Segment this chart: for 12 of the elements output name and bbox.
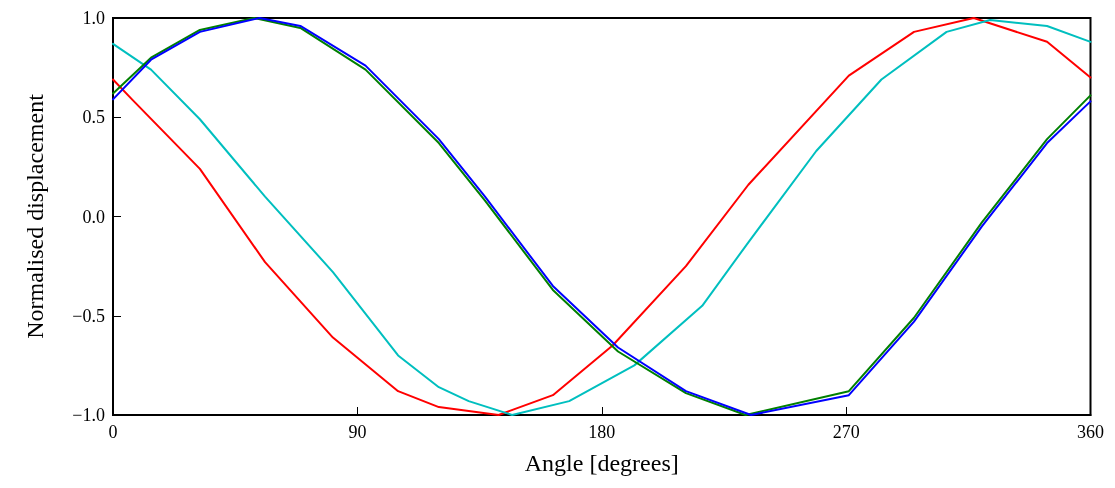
x-tick-label: 270 <box>832 422 860 442</box>
x-tick-label: 0 <box>108 422 118 442</box>
x-tick-label: 360 <box>1077 422 1104 442</box>
y-axis-title: Normalised displacement <box>22 93 48 339</box>
y-tick-label: 0.0 <box>82 206 105 227</box>
y-tick-label: 0.5 <box>82 107 105 128</box>
x-tick-label: 180 <box>588 422 616 442</box>
x-tick-label: 90 <box>348 422 367 442</box>
y-tick-label: 1.0 <box>82 8 105 28</box>
x-axis-title: Angle [degrees] <box>524 450 679 476</box>
y-tick-label: −0.5 <box>72 305 105 326</box>
y-tick-label: −1.0 <box>72 405 105 425</box>
